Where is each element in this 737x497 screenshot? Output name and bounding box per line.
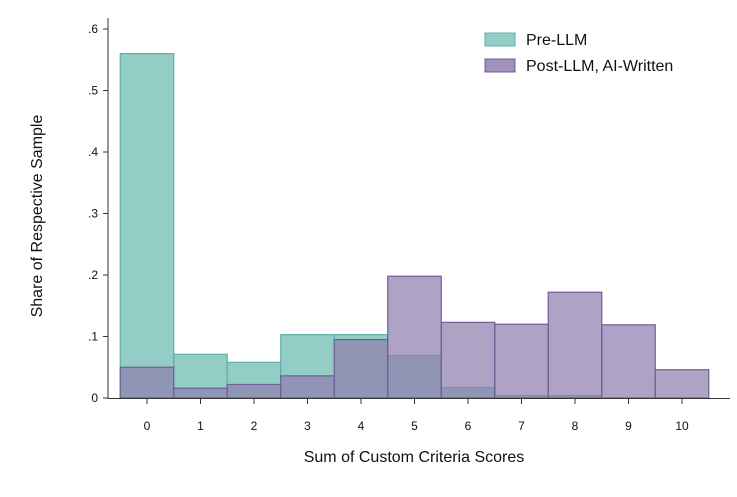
bar-post-llm-2	[226, 383, 282, 399]
bar-post-llm-9	[601, 324, 656, 399]
y-tick-label-6: .6	[88, 22, 98, 36]
x-tick-label-3: 3	[304, 419, 311, 433]
bar-post-llm-5	[387, 275, 442, 399]
bar-post-llm-10	[654, 369, 710, 399]
legend-swatch-pre-llm	[484, 32, 516, 47]
y-tick-label-2: .2	[88, 268, 98, 282]
y-tick-label-3: .3	[88, 207, 98, 221]
bar-post-llm-8	[547, 291, 603, 399]
post-llm-bars	[119, 275, 710, 399]
tick-labels: 0 .1 .2 .3 .4 .5 .6 0 1 2 3 4 5 6 7 8 9 10	[88, 22, 689, 433]
legend-label-pre-llm: Pre-LLM	[526, 32, 587, 49]
x-tick-label-10: 10	[675, 419, 689, 433]
x-tick-label-1: 1	[197, 419, 204, 433]
x-tick-label-2: 2	[251, 419, 258, 433]
y-axis-label: Share of Respective Sample	[29, 115, 46, 318]
x-axis-label: Sum of Custom Criteria Scores	[304, 449, 525, 466]
x-tick-label-7: 7	[518, 419, 525, 433]
axes	[103, 18, 730, 404]
y-tick-label-0: 0	[91, 391, 98, 405]
x-tick-label-9: 9	[625, 419, 632, 433]
bar-post-llm-4	[333, 338, 389, 399]
bar-post-llm-6	[440, 321, 496, 399]
legend: Pre-LLM Post-LLM, AI-Written	[484, 32, 673, 75]
bar-pre-llm-0	[119, 52, 175, 399]
x-tick-label-0: 0	[144, 419, 151, 433]
y-tick-label-1: .1	[88, 330, 98, 344]
bar-post-llm-3	[280, 375, 335, 399]
y-tick-label-5: .5	[88, 84, 98, 98]
x-tick-label-4: 4	[358, 419, 365, 433]
x-tick-label-8: 8	[572, 419, 579, 433]
bar-post-llm-7	[494, 323, 549, 399]
x-tick-label-5: 5	[411, 419, 418, 433]
x-tick-label-6: 6	[465, 419, 472, 433]
bar-post-llm-0	[119, 366, 175, 399]
legend-swatch-post-llm	[484, 58, 516, 73]
bar-post-llm-1	[173, 387, 228, 399]
y-tick-label-4: .4	[88, 145, 98, 159]
legend-label-post-llm: Post-LLM, AI-Written	[526, 58, 673, 75]
